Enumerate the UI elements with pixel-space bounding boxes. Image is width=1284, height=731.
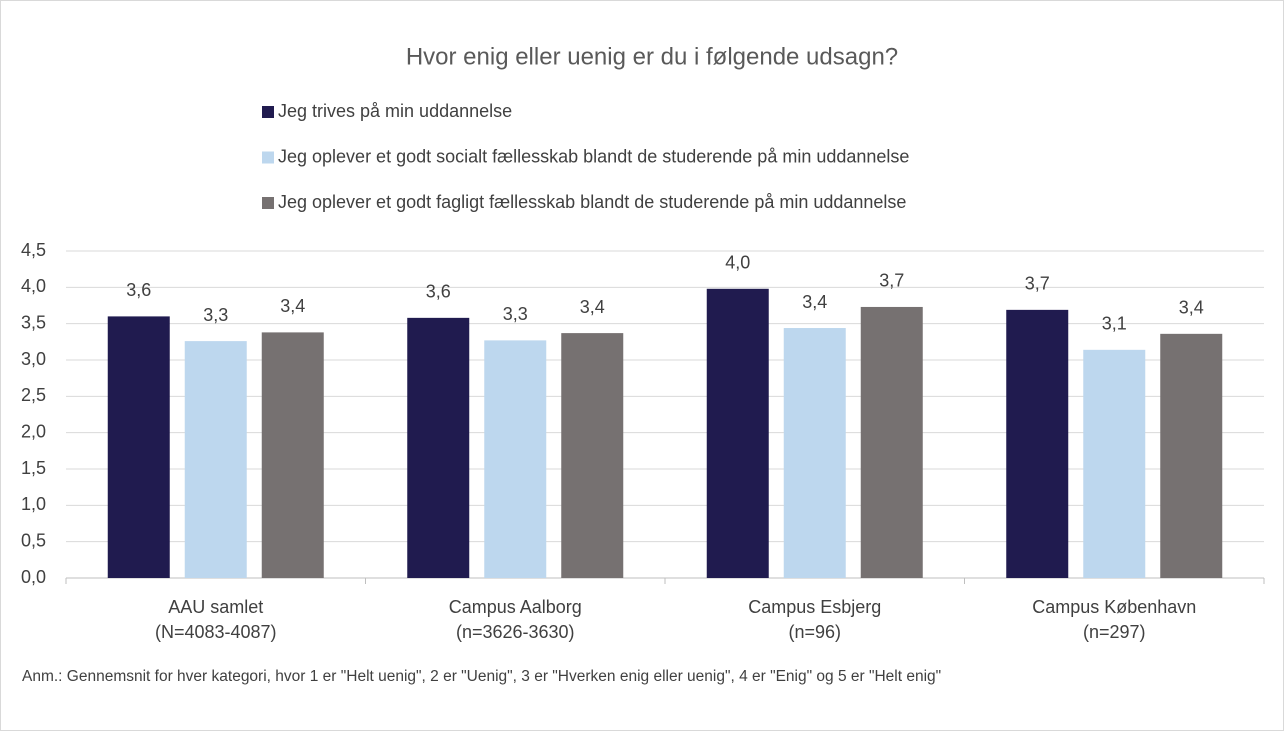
value-label: 3,7 (879, 271, 904, 291)
legend-swatch (262, 151, 274, 164)
value-label: 3,4 (1179, 298, 1204, 318)
bar (1006, 309, 1069, 578)
legend-swatch (262, 197, 274, 209)
value-label: 3,3 (503, 304, 528, 324)
y-tick-label: 4,5 (21, 240, 46, 260)
legend-label: Jeg oplever et godt socialt fællesskab b… (278, 146, 909, 166)
bar (107, 316, 170, 578)
chart-title: Hvor enig eller uenig er du i følgende u… (406, 43, 898, 70)
bar (407, 317, 470, 578)
legend-swatch (262, 106, 274, 118)
bar (184, 341, 247, 578)
y-tick-label: 2,0 (21, 421, 46, 441)
x-tick-label: Campus Esbjerg (748, 597, 881, 617)
value-label: 3,7 (1025, 274, 1050, 294)
y-tick-label: 1,5 (21, 458, 46, 478)
legend-label: Jeg oplever et godt fagligt fællesskab b… (278, 192, 906, 212)
bar (860, 306, 923, 578)
y-tick-label: 3,0 (21, 349, 46, 369)
x-tick-label: AAU samlet (168, 597, 263, 617)
x-tick-label: Campus København (1032, 597, 1196, 617)
x-tick-label: (N=4083-4087) (155, 622, 277, 642)
value-label: 3,4 (280, 296, 305, 316)
bar (561, 333, 624, 578)
bar (1160, 333, 1223, 578)
bar (706, 288, 769, 578)
x-tick-label: Campus Aalborg (449, 597, 582, 617)
value-label: 4,0 (725, 253, 750, 273)
value-label: 3,6 (426, 282, 451, 302)
value-label: 3,4 (580, 297, 605, 317)
x-tick-label: (n=96) (788, 622, 841, 642)
value-label: 3,1 (1102, 314, 1127, 334)
annotation: Anm.: Gennemsnit for hver kategori, hvor… (22, 668, 941, 685)
y-tick-label: 0,5 (21, 530, 46, 550)
bar (261, 332, 324, 578)
y-tick-label: 2,5 (21, 385, 46, 405)
y-tick-label: 0,0 (21, 567, 46, 587)
bar (1083, 349, 1146, 578)
y-tick-label: 4,0 (21, 276, 46, 296)
x-tick-label: (n=3626-3630) (456, 622, 575, 642)
legend-label: Jeg trives på min uddannelse (278, 101, 512, 121)
x-tick-label: (n=297) (1083, 622, 1146, 642)
value-label: 3,3 (203, 305, 228, 325)
value-label: 3,6 (126, 280, 151, 300)
value-label: 3,4 (802, 292, 827, 312)
bar (484, 340, 547, 578)
bar (783, 328, 846, 578)
y-tick-label: 1,0 (21, 494, 46, 514)
y-tick-label: 3,5 (21, 312, 46, 332)
